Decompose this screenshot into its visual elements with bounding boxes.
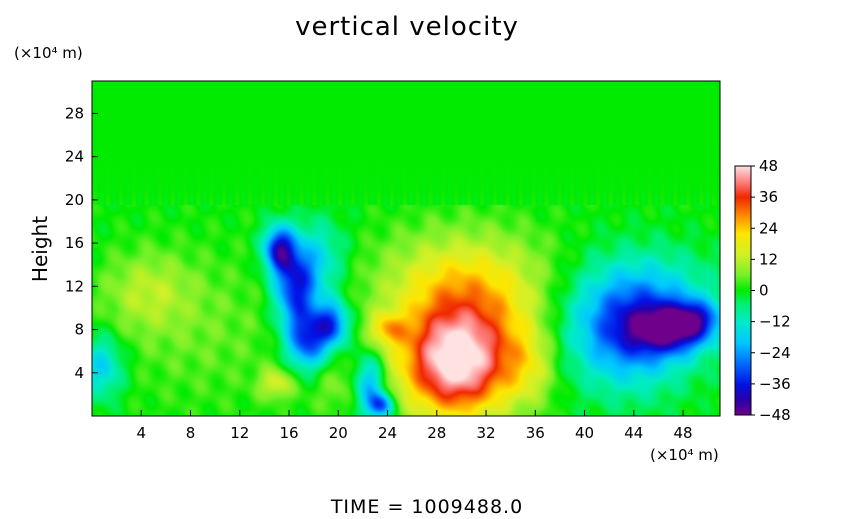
x-tick-label: 16 bbox=[279, 424, 298, 442]
y-tick-label: 28 bbox=[65, 104, 84, 122]
colorbar-tick-label: −48 bbox=[759, 406, 791, 424]
colorbar-axis: 48 36 24 12 0 −12 −24 −36 −48 bbox=[751, 157, 791, 424]
y-tick-label: 20 bbox=[65, 191, 84, 209]
x-axis-unit: (×10⁴ m) bbox=[650, 446, 719, 464]
colorbar-tick-label: 12 bbox=[759, 250, 778, 268]
colorbar-tick-label: 24 bbox=[759, 219, 778, 237]
y-tick-label: 4 bbox=[74, 364, 84, 382]
y-tick-label: 12 bbox=[65, 277, 84, 295]
x-tick-label: 28 bbox=[427, 424, 446, 442]
x-tick-label: 12 bbox=[230, 424, 249, 442]
x-tick-label: 36 bbox=[526, 424, 545, 442]
x-tick-label: 40 bbox=[575, 424, 594, 442]
y-tick-label: 16 bbox=[65, 234, 84, 252]
y-axis: 4 8 12 16 20 24 28 bbox=[65, 104, 98, 382]
y-tick-label: 24 bbox=[65, 148, 84, 166]
x-tick-label: 4 bbox=[136, 424, 146, 442]
colorbar-tick-label: 48 bbox=[759, 157, 778, 175]
colorbar-gradient bbox=[735, 166, 751, 415]
x-tick-label: 48 bbox=[674, 424, 693, 442]
colorbar-tick-label: −36 bbox=[759, 375, 791, 393]
colorbar-tick-label: 36 bbox=[759, 188, 778, 206]
colorbar-tick-label: 0 bbox=[759, 282, 769, 300]
plot-frame bbox=[91, 80, 721, 417]
x-tick-label: 20 bbox=[329, 424, 348, 442]
y-tick-label: 8 bbox=[74, 321, 84, 339]
colorbar-tick-label: −24 bbox=[759, 344, 791, 362]
x-tick-label: 44 bbox=[624, 424, 643, 442]
x-tick-label: 24 bbox=[378, 424, 397, 442]
x-tick-label: 8 bbox=[186, 424, 196, 442]
chart-title: vertical velocity bbox=[295, 12, 519, 42]
time-readout: TIME = 1009488.0 bbox=[330, 496, 524, 518]
y-axis-unit: (×10⁴ m) bbox=[14, 44, 83, 62]
colorbar-tick-label: −12 bbox=[759, 313, 791, 331]
x-tick-label: 32 bbox=[476, 424, 495, 442]
x-axis: 4 8 12 16 20 24 28 32 36 40 44 48 bbox=[136, 410, 693, 442]
heatmap-field bbox=[92, 81, 720, 416]
